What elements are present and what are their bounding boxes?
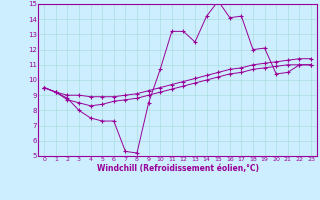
X-axis label: Windchill (Refroidissement éolien,°C): Windchill (Refroidissement éolien,°C): [97, 164, 259, 173]
